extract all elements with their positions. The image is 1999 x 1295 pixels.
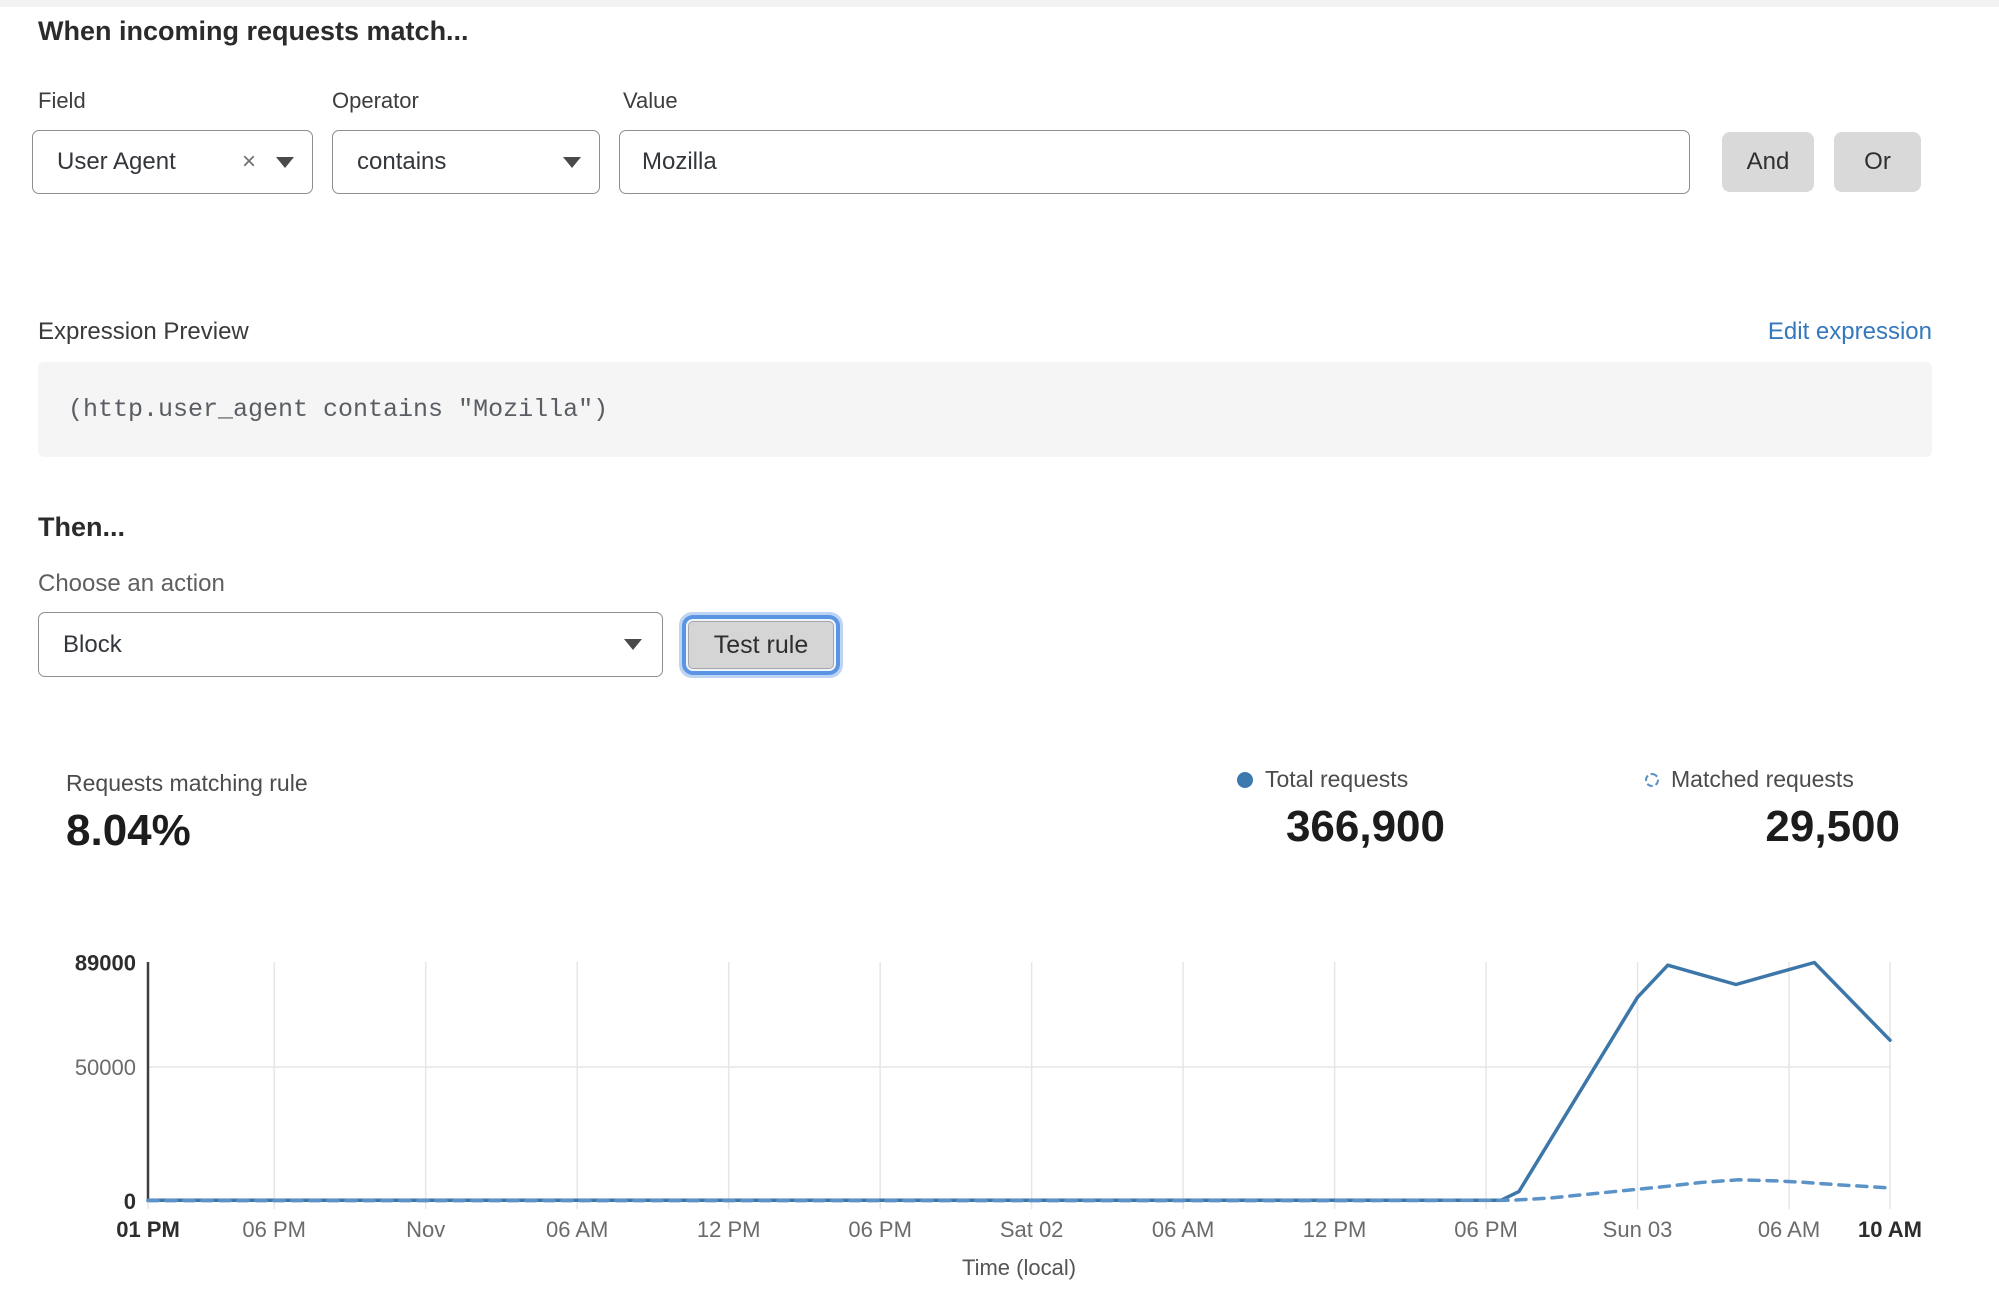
total-requests-stat: Total requests 366,900 <box>1237 766 1445 852</box>
series-line-solid <box>146 960 1892 1203</box>
x-tick-label: 10 AM <box>1858 1217 1922 1242</box>
value-label: Value <box>623 88 678 113</box>
field-label: Field <box>38 88 86 113</box>
chevron-down-icon <box>276 156 294 168</box>
matched-requests-label: Matched requests <box>1671 766 1854 792</box>
y-tick-label: 0 <box>124 1189 136 1214</box>
or-button[interactable]: Or <box>1834 132 1921 192</box>
requests-chart-svg: 0 50000 89000 01 PM 06 PM Nov 06 AM 12 PM 06 PM S… <box>75 951 1922 1281</box>
operator-label: Operator <box>332 88 419 113</box>
and-button[interactable]: And <box>1722 132 1814 192</box>
expression-code-box: (http.user_agent contains "Mozilla") <box>38 362 1932 457</box>
y-tick-label: 50000 <box>75 1055 136 1080</box>
x-tick-label: 06 PM <box>1454 1217 1518 1242</box>
requests-chart: 0 50000 89000 01 PM 06 PM Nov 06 AM 12 PM 06 PM S… <box>0 935 1999 1295</box>
total-requests-value: 366,900 <box>1285 802 1445 851</box>
matched-requests-stat: Matched requests 29,500 <box>1645 766 1900 852</box>
total-requests-legend[interactable]: Total requests <box>1237 766 1445 793</box>
expression-code: (http.user_agent contains "Mozilla") <box>68 395 609 424</box>
x-tick-label: 06 PM <box>242 1217 306 1242</box>
requests-matching-label: Requests matching rule <box>66 770 308 796</box>
dashed-circle-icon <box>1645 772 1659 787</box>
then-heading: Then... <box>38 512 125 542</box>
choose-action-label: Choose an action <box>38 570 225 597</box>
chevron-down-icon <box>624 639 642 650</box>
edit-expression-link[interactable]: Edit expression <box>1767 318 1932 345</box>
series-line-dashed <box>146 1178 1892 1203</box>
matched-requests-legend[interactable]: Matched requests <box>1645 766 1900 793</box>
x-tick-label: 01 PM <box>116 1217 180 1242</box>
action-select-value: Block <box>63 630 122 658</box>
matched-requests-value: 29,500 <box>1765 802 1900 851</box>
requests-matching-stat: Requests matching rule 8.04% <box>66 770 308 856</box>
clear-field-icon[interactable]: × <box>241 148 256 175</box>
field-select[interactable]: User Agent × <box>32 130 313 194</box>
x-tick-label: Sun 03 <box>1603 1217 1673 1242</box>
x-tick-label: 06 PM <box>848 1217 912 1242</box>
x-tick-label: Nov <box>406 1217 445 1242</box>
operator-select-value: contains <box>357 148 447 175</box>
requests-matching-value: 8.04% <box>66 806 191 855</box>
x-tick-label: 06 AM <box>1758 1217 1820 1242</box>
top-edge-strip <box>0 0 1999 7</box>
x-axis-title: Time (local) <box>962 1255 1076 1280</box>
x-tick-label: 12 PM <box>1303 1217 1367 1242</box>
x-tick-label: 06 AM <box>1152 1217 1214 1242</box>
chevron-down-icon <box>563 156 581 168</box>
rule-match-heading: When incoming requests match... <box>38 16 469 46</box>
solid-dot-icon <box>1237 771 1253 788</box>
y-tick-label: 89000 <box>75 951 136 976</box>
x-tick-label: 06 AM <box>546 1217 608 1242</box>
x-tick-label: Sat 02 <box>1000 1217 1064 1242</box>
expression-preview-label: Expression Preview <box>38 318 249 345</box>
x-tick-label: 12 PM <box>697 1217 761 1242</box>
field-select-value: User Agent <box>57 148 176 175</box>
test-rule-button[interactable]: Test rule <box>688 621 834 669</box>
action-select[interactable]: Block <box>38 612 663 677</box>
total-requests-label: Total requests <box>1265 766 1409 792</box>
operator-select[interactable]: contains <box>332 130 600 194</box>
value-input[interactable] <box>619 130 1690 194</box>
